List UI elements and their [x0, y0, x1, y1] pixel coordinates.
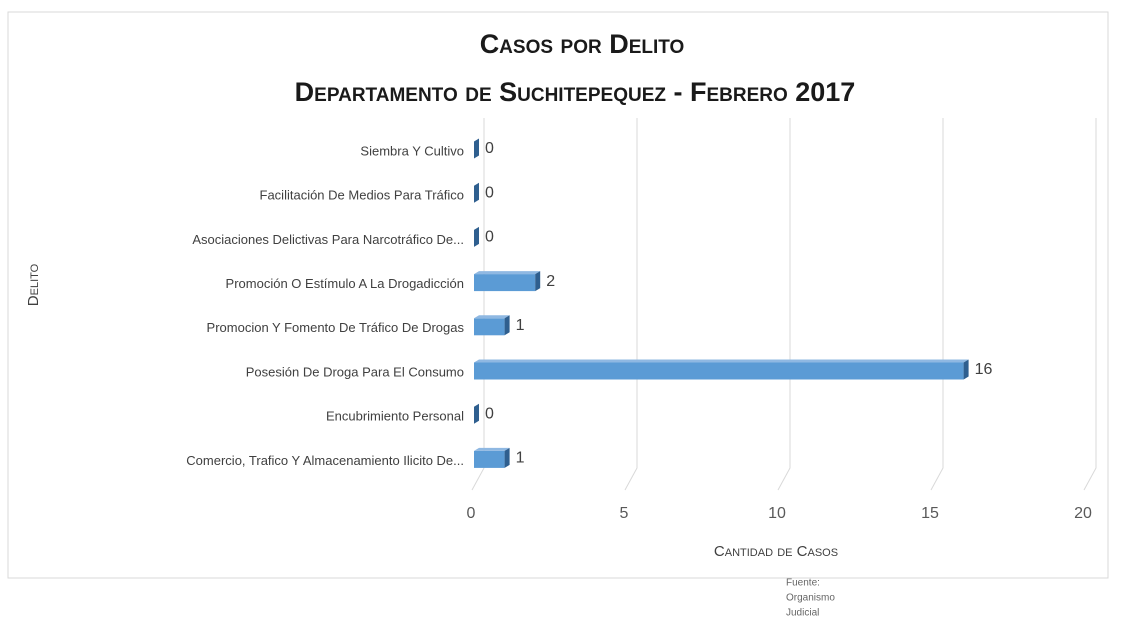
bar-face	[474, 403, 479, 424]
grid-line	[471, 118, 485, 491]
bar-face	[474, 318, 505, 336]
grid-line	[930, 118, 944, 491]
bar	[474, 403, 479, 424]
bar-face	[963, 359, 969, 380]
bar-face	[504, 315, 510, 336]
data-label: 0	[485, 405, 494, 422]
bar-face	[474, 359, 969, 363]
chart-subtitle: Departamento de Suchitepequez - Febrero …	[295, 77, 856, 107]
bar-face	[474, 274, 536, 292]
source: Fuente:	[786, 578, 820, 589]
data-label: 1	[516, 317, 525, 334]
y-tick-label: Comercio, Trafico Y Almacenamiento Ilici…	[186, 453, 464, 468]
y-tick-label: Promocion Y Fomento De Tráfico De Drogas	[207, 320, 465, 335]
source: Organismo	[786, 593, 835, 604]
y-tick-label: Siembra Y Cultivo	[360, 143, 464, 158]
bar-face	[474, 226, 479, 247]
bar	[474, 359, 969, 380]
bar-face	[504, 447, 510, 468]
bar-face	[474, 362, 964, 380]
x-tick-label: 5	[620, 505, 629, 522]
chart-border	[7, 11, 1109, 579]
data-label: 0	[485, 140, 494, 157]
grid-line	[1083, 118, 1097, 491]
x-tick-label: 0	[467, 505, 476, 522]
x-axis-label: Cantidad de Casos	[714, 543, 838, 560]
y-tick-label: Facilitación De Medios Para Tráfico	[260, 188, 464, 203]
data-label: 0	[485, 184, 494, 201]
x-tick-label: 15	[921, 505, 939, 522]
y-tick-label: Encubrimiento Personal	[326, 409, 464, 424]
grid-line	[777, 118, 791, 491]
source: Judicial	[786, 608, 819, 619]
bar	[474, 447, 510, 468]
data-label: 0	[485, 229, 494, 246]
data-label: 1	[516, 450, 525, 467]
y-tick-label: Posesión De Droga Para El Consumo	[246, 364, 464, 379]
bar-face	[474, 138, 479, 159]
bar	[474, 226, 479, 247]
bar-face	[535, 271, 541, 292]
y-tick-label: Asociaciones Delictivas Para Narcotráfic…	[192, 232, 464, 247]
bar	[474, 315, 510, 336]
x-tick-label: 20	[1074, 505, 1092, 522]
y-tick-label: Promoción O Estímulo A La Drogadicción	[226, 276, 464, 291]
bar	[474, 271, 541, 292]
bar-face	[474, 447, 510, 451]
bar-face	[474, 271, 541, 275]
grid-line	[624, 118, 638, 491]
bar	[474, 182, 479, 203]
x-tick-label: 10	[768, 505, 786, 522]
y-axis-label: Delito	[25, 263, 42, 306]
bar-face	[474, 450, 505, 468]
bar-face	[474, 182, 479, 203]
chart-title: Casos por Delito	[480, 29, 685, 59]
bar	[474, 138, 479, 159]
bar-face	[474, 315, 510, 319]
data-label: 16	[975, 361, 993, 378]
data-label: 2	[546, 273, 555, 290]
